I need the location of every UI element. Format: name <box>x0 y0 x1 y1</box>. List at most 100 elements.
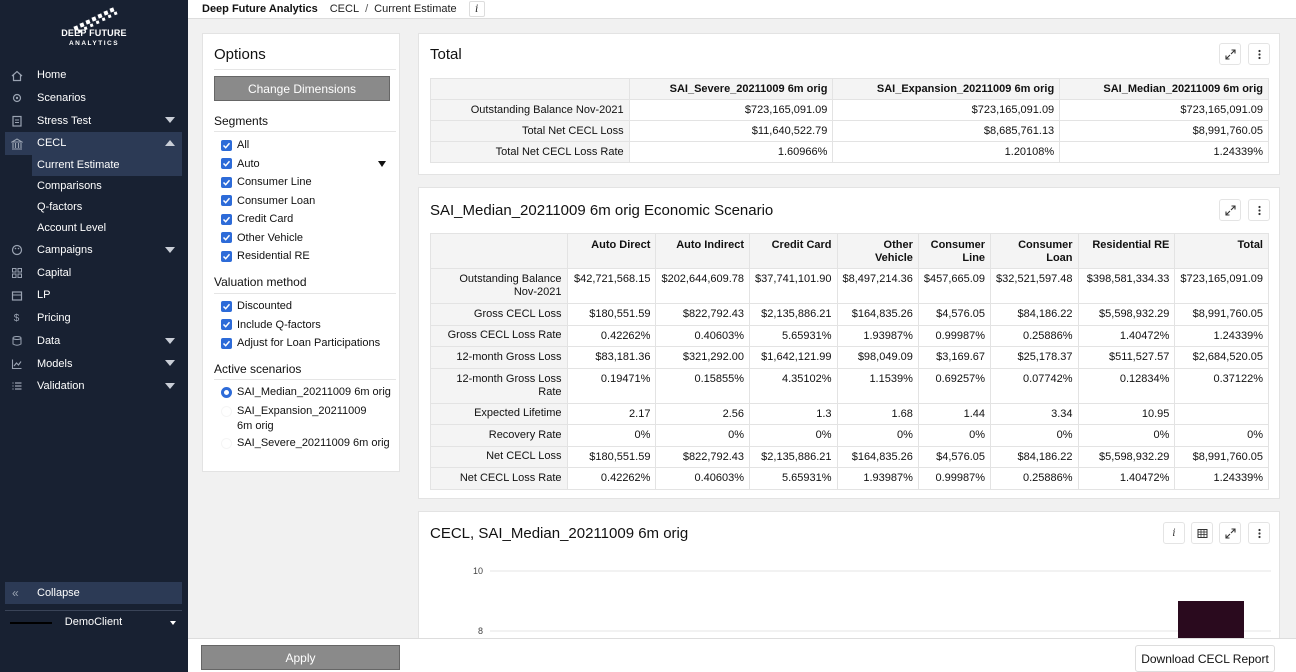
sidebar-item-lp[interactable]: LP <box>0 284 188 307</box>
sidebar-subitem-q-factors[interactable]: Q-factors <box>37 201 83 214</box>
segment-checkbox-auto[interactable]: Auto <box>221 158 260 170</box>
table-cell: $180,551.59 <box>566 445 657 468</box>
chart-bar[interactable] <box>1178 601 1244 640</box>
more-options-button[interactable] <box>1248 199 1270 221</box>
scenario-radio-median[interactable]: SAI_Median_20211009 6m orig <box>221 385 393 400</box>
table-row: Gross CECL Loss Rate 0.42262% 0.40603% 5.65… <box>430 324 1269 347</box>
table-cell: 0% <box>1174 424 1269 447</box>
table-header: Other Vehicle <box>836 233 919 269</box>
table-icon <box>1197 528 1207 538</box>
table-cell: $8,991,760.05 <box>1174 445 1269 468</box>
divider <box>214 69 396 70</box>
row-label: Outstanding Balance Nov-2021 <box>430 268 568 304</box>
radio-unselected-icon <box>221 438 232 449</box>
segment-checkbox-credit-card[interactable]: Credit Card <box>221 213 293 225</box>
expand-button[interactable] <box>1219 199 1241 221</box>
more-options-button[interactable] <box>1248 522 1270 544</box>
active-scenarios-title: Active scenarios <box>214 362 302 376</box>
scenario-radio-severe[interactable]: SAI_Severe_20211009 6m orig <box>221 436 393 451</box>
collapse-button[interactable]: « Collapse <box>5 582 182 604</box>
sidebar-item-models[interactable]: Models <box>0 352 188 375</box>
checkbox-checked-icon <box>221 319 232 330</box>
more-vertical-icon <box>1257 49 1261 59</box>
segment-checkbox-residential-re[interactable]: Residential RE <box>221 250 310 262</box>
expand-icon <box>1224 204 1236 216</box>
sidebar-item-stress-test[interactable]: Stress Test <box>0 109 188 132</box>
table-cell: 0.25886% <box>990 467 1079 490</box>
table-cell: $84,186.22 <box>990 303 1079 326</box>
sidebar: DEEP FUTURE ANALYTICS Home Scenarios Str… <box>0 0 188 672</box>
total-title: Total <box>430 46 462 63</box>
segment-checkbox-consumer-line[interactable]: Consumer Line <box>221 176 312 188</box>
info-button[interactable]: i <box>468 1 485 17</box>
valuation-checkbox-q-factors[interactable]: Include Q-factors <box>221 319 321 331</box>
sidebar-item-scenarios[interactable]: Scenarios <box>0 87 188 110</box>
sidebar-item-home[interactable]: Home <box>0 64 188 87</box>
caret-down-icon <box>165 337 175 344</box>
table-header: Credit Card <box>749 233 838 269</box>
table-cell: $822,792.43 <box>655 445 751 468</box>
sidebar-item-pricing[interactable]: $ Pricing <box>0 307 188 330</box>
caret-down-icon <box>170 621 176 625</box>
table-cell: $202,644,609.78 <box>655 268 751 304</box>
download-cecl-report-button[interactable]: Download CECL Report <box>1135 645 1275 672</box>
table-cell: 1.60966% <box>628 141 834 163</box>
sidebar-item-validation[interactable]: Validation <box>0 375 188 398</box>
valuation-checkbox-loan-participations[interactable]: Adjust for Loan Participations <box>221 337 380 349</box>
brand-line2: ANALYTICS <box>68 40 120 47</box>
table-header-empty <box>430 78 630 100</box>
bottom-bar: Apply Download CECL Report <box>188 638 1296 672</box>
valuation-checkbox-discounted[interactable]: Discounted <box>221 300 292 312</box>
table-cell: $180,551.59 <box>566 303 657 326</box>
table-cell: 2.56 <box>655 402 751 425</box>
expand-button[interactable] <box>1219 522 1241 544</box>
change-dimensions-button[interactable]: Change Dimensions <box>214 76 390 101</box>
more-options-button[interactable] <box>1248 43 1270 65</box>
client-selector[interactable]: DemoClient <box>5 610 182 632</box>
checkbox-label: Credit Card <box>237 213 294 225</box>
options-title: Options <box>214 46 266 63</box>
apply-button[interactable]: Apply <box>201 645 400 670</box>
sidebar-item-label: Stress Test <box>37 114 92 127</box>
table-cell: 0.69257% <box>917 367 992 404</box>
row-label: Outstanding Balance Nov-2021 <box>430 99 630 121</box>
breadcrumb-cecl[interactable]: CECL <box>329 3 360 15</box>
table-cell: 0% <box>655 424 751 447</box>
sidebar-item-campaigns[interactable]: Campaigns <box>0 239 188 262</box>
checkbox-checked-icon <box>221 213 232 225</box>
table-header: Consumer Line <box>917 233 992 269</box>
expand-button[interactable] <box>1219 43 1241 65</box>
table-cell: $83,181.36 <box>566 346 657 369</box>
brand-line1: DEEP FUTURE <box>61 28 127 38</box>
sidebar-item-cecl[interactable]: CECL <box>5 132 182 155</box>
scenario-radio-expansion[interactable]: SAI_Expansion_20211009 6m orig <box>221 404 383 434</box>
sidebar-nav: Home Scenarios Stress Test CECL Current … <box>0 64 188 398</box>
table-cell: 0.42262% <box>566 324 657 347</box>
expand-triangle-icon[interactable] <box>378 161 386 167</box>
table-cell: 0.42262% <box>566 467 657 490</box>
divider <box>214 131 396 132</box>
chart-info-button[interactable]: i <box>1163 522 1185 544</box>
sidebar-subitem-comparisons[interactable]: Comparisons <box>37 180 102 193</box>
sidebar-item-label: Capital <box>37 266 72 279</box>
sidebar-item-label: Pricing <box>37 312 71 325</box>
segment-checkbox-other-vehicle[interactable]: Other Vehicle <box>221 232 303 244</box>
sidebar-item-data[interactable]: Data <box>0 330 188 353</box>
breadcrumb-current-estimate: Current Estimate <box>374 3 457 15</box>
segment-checkbox-all[interactable]: All <box>221 139 249 151</box>
table-header: Residential RE <box>1077 233 1176 269</box>
table-cell: 4.35102% <box>749 367 838 404</box>
table-cell: $723,165,091.09 <box>1059 99 1269 121</box>
table-row: Net CECL Loss Rate 0.42262% 0.40603% 5.6593… <box>430 467 1269 490</box>
clipboard-icon <box>10 114 23 127</box>
sidebar-item-capital[interactable]: Capital <box>0 261 188 284</box>
segment-checkbox-consumer-loan[interactable]: Consumer Loan <box>221 195 315 207</box>
radio-unselected-icon <box>221 406 232 417</box>
table-view-button[interactable] <box>1191 522 1213 544</box>
table-cell: $42,721,568.15 <box>566 268 657 304</box>
row-label: Recovery Rate <box>430 424 568 447</box>
sidebar-subitem-account-level[interactable]: Account Level <box>37 222 107 235</box>
row-label: Net CECL Loss Rate <box>430 467 568 490</box>
sidebar-item-label: Data <box>37 334 61 347</box>
sidebar-subitem-current-estimate[interactable]: Current Estimate <box>32 154 182 176</box>
